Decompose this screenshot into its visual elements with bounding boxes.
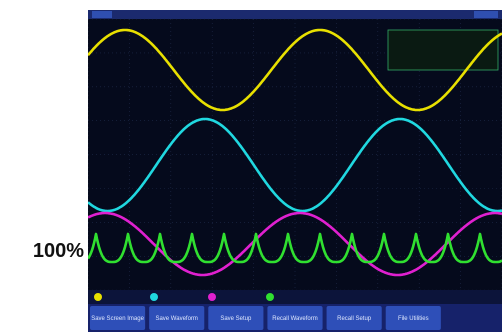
menu-button-label: Save Setup bbox=[220, 316, 252, 322]
menu-button[interactable]: File Utilities bbox=[386, 306, 441, 330]
ch2-marker bbox=[150, 293, 158, 301]
menu-button[interactable]: Save Waveform bbox=[149, 306, 204, 330]
menu-button-label: Save Waveform bbox=[155, 316, 197, 322]
ch3-marker bbox=[208, 293, 216, 301]
ch1-marker bbox=[94, 293, 102, 301]
menu-button[interactable]: Recall Setup bbox=[327, 306, 382, 330]
menu-button-label: Recall Setup bbox=[337, 316, 372, 322]
menu-button-label: Save Screen Image bbox=[91, 316, 144, 322]
top-bar bbox=[88, 10, 502, 19]
menu-button-label: File Utilities bbox=[398, 316, 429, 322]
scope-screen: Save Screen Image Save Waveform Save Setup… bbox=[88, 10, 502, 332]
menu-button-label: Recall Waveform bbox=[272, 316, 317, 322]
zoom-label: 100% bbox=[10, 240, 84, 263]
trig-indicator bbox=[474, 11, 498, 18]
menu-button[interactable]: Save Screen Image bbox=[90, 306, 145, 330]
menu-button[interactable]: Save Setup bbox=[208, 306, 263, 330]
run-indicator bbox=[92, 11, 112, 18]
ch4-marker bbox=[266, 293, 274, 301]
page: 100% Save Screen ImageSave WaveformSave … bbox=[0, 0, 502, 332]
menu-button[interactable]: Recall Waveform bbox=[267, 306, 322, 330]
